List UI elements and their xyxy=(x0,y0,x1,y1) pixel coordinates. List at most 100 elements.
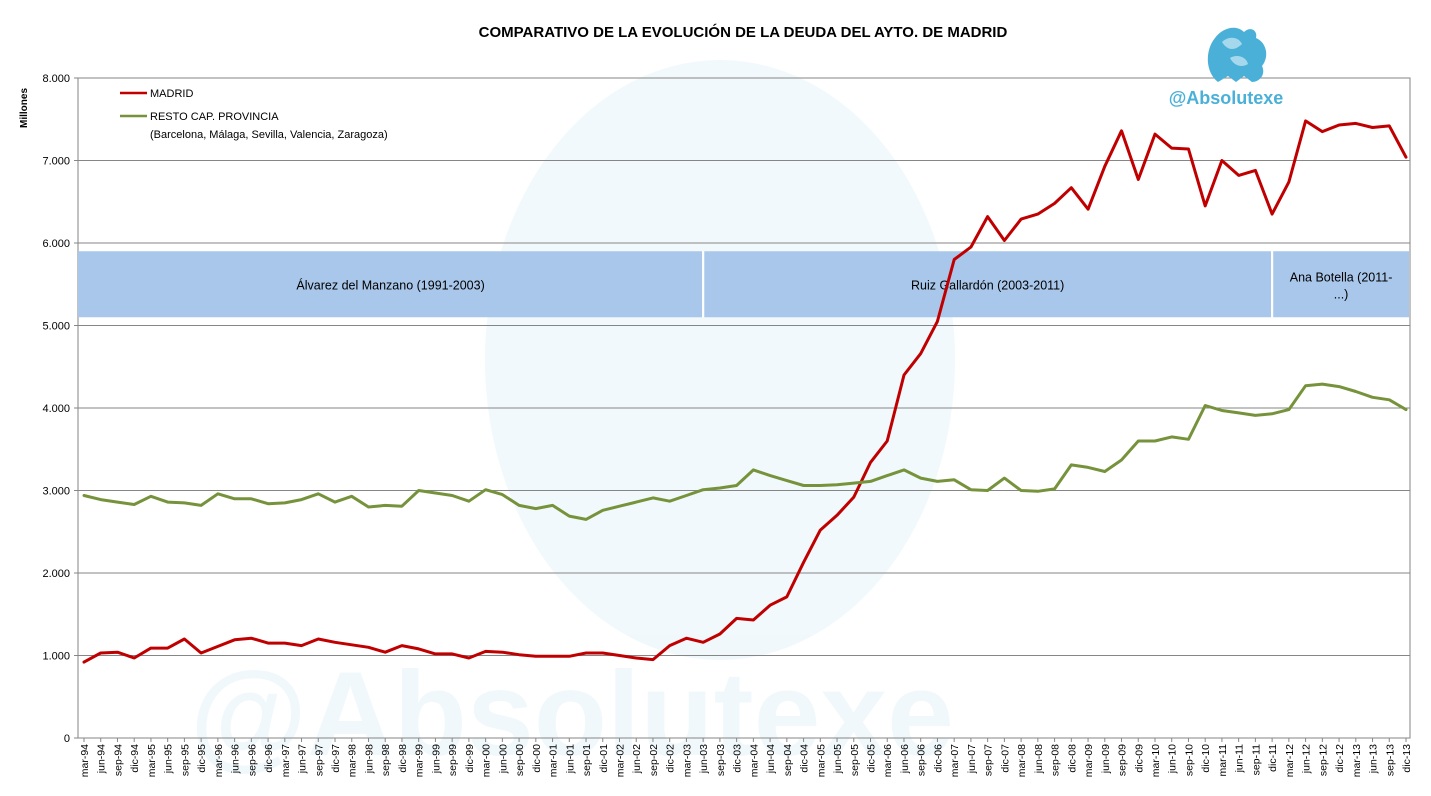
watermark: @Absolutexe xyxy=(190,60,955,781)
period-band xyxy=(1273,251,1409,318)
x-tick-label: sep-96 xyxy=(246,744,258,776)
x-tick-label: jun-13 xyxy=(1368,744,1380,774)
x-tick-label: mar-02 xyxy=(614,744,626,777)
y-tick-label: 2.000 xyxy=(42,568,70,580)
y-axis-ticks: 0 1.000 2.000 3.000 4.000 5.000 6.000 7.000 8.00… xyxy=(42,73,78,745)
x-tick-label: jun-00 xyxy=(497,744,509,774)
x-tick-label: jun-05 xyxy=(832,744,844,774)
x-tick-label: jun-06 xyxy=(899,744,911,774)
x-tick-label: sep-02 xyxy=(648,744,660,776)
x-tick-label: dic-94 xyxy=(129,744,141,773)
y-axis-label: Millones xyxy=(19,88,30,128)
series-lines xyxy=(82,119,1408,664)
y-tick-label: 8.000 xyxy=(42,73,70,85)
x-tick-label: dic-01 xyxy=(598,744,610,773)
x-tick-label: jun-12 xyxy=(1301,744,1313,774)
period-band xyxy=(704,251,1272,318)
x-tick-label: dic-02 xyxy=(665,744,677,773)
period-label: Ana Botella (2011- xyxy=(1290,270,1393,284)
x-tick-label: mar-06 xyxy=(882,744,894,777)
y-tick-label: 1.000 xyxy=(42,651,70,663)
x-tick-label: sep-99 xyxy=(447,744,459,776)
y-tick-label: 6.000 xyxy=(42,238,70,250)
x-tick-label: sep-12 xyxy=(1317,744,1329,776)
x-tick-label: mar-03 xyxy=(681,744,693,777)
x-tick-label: dic-05 xyxy=(866,744,878,773)
x-tick-label: dic-97 xyxy=(330,744,342,773)
x-tick-label: dic-98 xyxy=(397,744,409,773)
series-line-madrid xyxy=(82,119,1408,664)
x-tick-label: jun-96 xyxy=(230,744,242,774)
x-tick-label: mar-96 xyxy=(213,744,225,777)
legend: MADRID RESTO CAP. PROVINCIA (Barcelona, … xyxy=(120,88,388,141)
x-tick-label: mar-95 xyxy=(146,744,158,777)
x-tick-label: sep-08 xyxy=(1050,744,1062,776)
x-tick-label: mar-97 xyxy=(280,744,292,777)
x-tick-label: jun-99 xyxy=(430,744,442,774)
x-tick-label: dic-99 xyxy=(464,744,476,773)
period-band xyxy=(78,251,703,318)
watermark-emblem xyxy=(485,60,955,660)
x-tick-label: sep-04 xyxy=(782,744,794,776)
x-tick-label: mar-01 xyxy=(548,744,560,777)
chart-title: COMPARATIVO DE LA EVOLUCIÓN DE LA DEUDA … xyxy=(479,23,1008,41)
x-tick-label: jun-98 xyxy=(363,744,375,774)
x-tick-label: sep-03 xyxy=(715,744,727,776)
x-tick-label: mar-07 xyxy=(949,744,961,777)
x-tick-label: sep-10 xyxy=(1183,744,1195,776)
period-label: Ruiz Gallardón (2003-2011) xyxy=(911,278,1064,292)
x-tick-label: sep-97 xyxy=(313,744,325,776)
x-tick-label: sep-95 xyxy=(179,744,191,776)
brand-handle: @Absolutexe xyxy=(1169,88,1284,108)
x-tick-label: jun-95 xyxy=(163,744,175,774)
watermark-text: @Absolutexe xyxy=(190,647,954,781)
x-tick-label: dic-06 xyxy=(932,744,944,773)
x-tick-label: sep-01 xyxy=(581,744,593,776)
x-tick-label: jun-10 xyxy=(1167,744,1179,774)
x-tick-label: dic-08 xyxy=(1066,744,1078,773)
x-axis-ticks: mar-94 jun-94 sep-94 dic-94 mar-95 jun-95 sep-… xyxy=(79,738,1413,777)
x-tick-label: mar-99 xyxy=(414,744,426,777)
x-tick-label: jun-04 xyxy=(765,744,777,774)
x-tick-label: dic-09 xyxy=(1133,744,1145,773)
x-tick-label: mar-98 xyxy=(347,744,359,777)
x-tick-label: mar-10 xyxy=(1150,744,1162,777)
x-tick-label: sep-94 xyxy=(112,744,124,776)
legend-note: (Barcelona, Málaga, Sevilla, Valencia, Z… xyxy=(150,129,388,141)
x-tick-label: dic-13 xyxy=(1401,744,1413,773)
x-tick-label: mar-94 xyxy=(79,744,91,777)
x-tick-label: dic-07 xyxy=(999,744,1011,773)
x-tick-label: mar-08 xyxy=(1016,744,1028,777)
x-tick-label: mar-04 xyxy=(748,744,760,777)
x-tick-label: jun-97 xyxy=(297,744,309,774)
x-tick-label: jun-07 xyxy=(966,744,978,774)
x-tick-label: mar-09 xyxy=(1083,744,1095,777)
period-bands: Álvarez del Manzano (1991-2003) Ruiz Gall… xyxy=(78,251,1409,318)
x-tick-label: jun-03 xyxy=(698,744,710,774)
x-tick-label: dic-03 xyxy=(732,744,744,773)
x-tick-label: jun-01 xyxy=(564,744,576,774)
x-tick-label: jun-94 xyxy=(96,744,108,774)
x-tick-label: mar-12 xyxy=(1284,744,1296,777)
y-tick-label: 3.000 xyxy=(42,486,70,498)
legend-label-resto: RESTO CAP. PROVINCIA xyxy=(150,111,279,123)
x-tick-label: sep-00 xyxy=(514,744,526,776)
gridlines xyxy=(78,160,1410,656)
x-tick-label: jun-08 xyxy=(1033,744,1045,774)
y-tick-label: 5.000 xyxy=(42,321,70,333)
x-tick-label: dic-95 xyxy=(196,744,208,773)
x-tick-label: dic-04 xyxy=(799,744,811,773)
x-tick-label: jun-02 xyxy=(631,744,643,774)
x-tick-label: dic-10 xyxy=(1200,744,1212,773)
period-label: Álvarez del Manzano (1991-2003) xyxy=(296,277,484,292)
series-line-resto xyxy=(82,382,1408,521)
x-tick-label: mar-11 xyxy=(1217,744,1229,777)
x-tick-label: sep-07 xyxy=(983,744,995,776)
x-tick-label: sep-06 xyxy=(916,744,928,776)
x-tick-label: sep-05 xyxy=(849,744,861,776)
brand-logo: @Absolutexe xyxy=(1169,27,1284,108)
x-tick-label: sep-13 xyxy=(1384,744,1396,776)
x-tick-label: sep-11 xyxy=(1250,744,1262,775)
x-tick-label: mar-05 xyxy=(815,744,827,777)
legend-label-madrid: MADRID xyxy=(150,88,193,100)
